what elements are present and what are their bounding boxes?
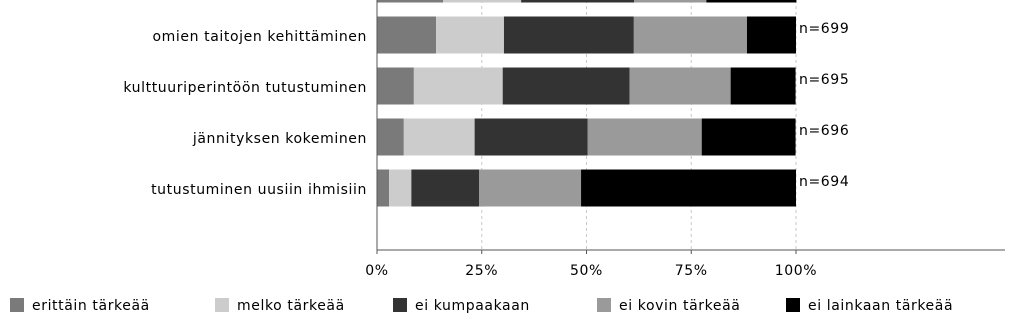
legend-swatch [215,298,229,312]
legend-label: ei kumpaakaan [415,298,530,314]
n-label: n=696 [799,123,849,139]
legend-label: melko tärkeää [237,298,345,314]
x-tick-label: 25% [465,263,498,279]
bar-segment [389,169,412,207]
legend-swatch [10,298,24,312]
legend-label: erittäin tärkeää [32,298,150,314]
bar-segment [479,169,582,207]
n-label: n=699 [799,21,849,37]
x-tick-label: 50% [570,263,603,279]
n-label: n=695 [799,72,849,88]
legend-swatch [786,298,800,312]
category-label: omien taitojen kehittäminen [153,29,368,45]
x-tick-label: 100% [775,263,817,279]
legend-swatch [597,298,611,312]
bar-segment [474,118,588,156]
bar-segment [377,118,404,156]
bar-segment [502,67,630,105]
bar-segment [701,118,796,156]
legend-swatch [393,298,407,312]
category-label: kulttuuriperintöön tutustuminen [123,80,367,96]
bar-segment [730,67,796,105]
bar-segment [521,0,635,3]
bar-segment [746,16,796,54]
bar-segment [411,169,480,207]
x-tick-label: 0% [365,263,388,279]
bar-segment [403,118,475,156]
bar-segment [377,0,444,3]
bar-segment [443,0,522,3]
bar-segment [377,67,414,105]
x-tick-label: 75% [675,263,708,279]
legend-label: ei lainkaan tärkeää [808,298,953,314]
category-label: jännityksen kokeminen [192,131,367,147]
bar-segment [581,169,796,207]
bar-segment [633,16,747,54]
bar-segment [413,67,503,105]
bar-segment [634,0,707,3]
bar-segment [503,16,634,54]
category-label: tutustuminen uusiin ihmisiin [151,182,367,198]
bar-segment [706,0,797,3]
legend-label: ei kovin tärkeää [619,298,740,314]
n-label: n=694 [799,174,849,190]
bar-segment [377,169,390,207]
bar-segment [629,67,731,105]
bar-segment [436,16,504,54]
bar-segment [377,16,437,54]
bar-segment [587,118,702,156]
